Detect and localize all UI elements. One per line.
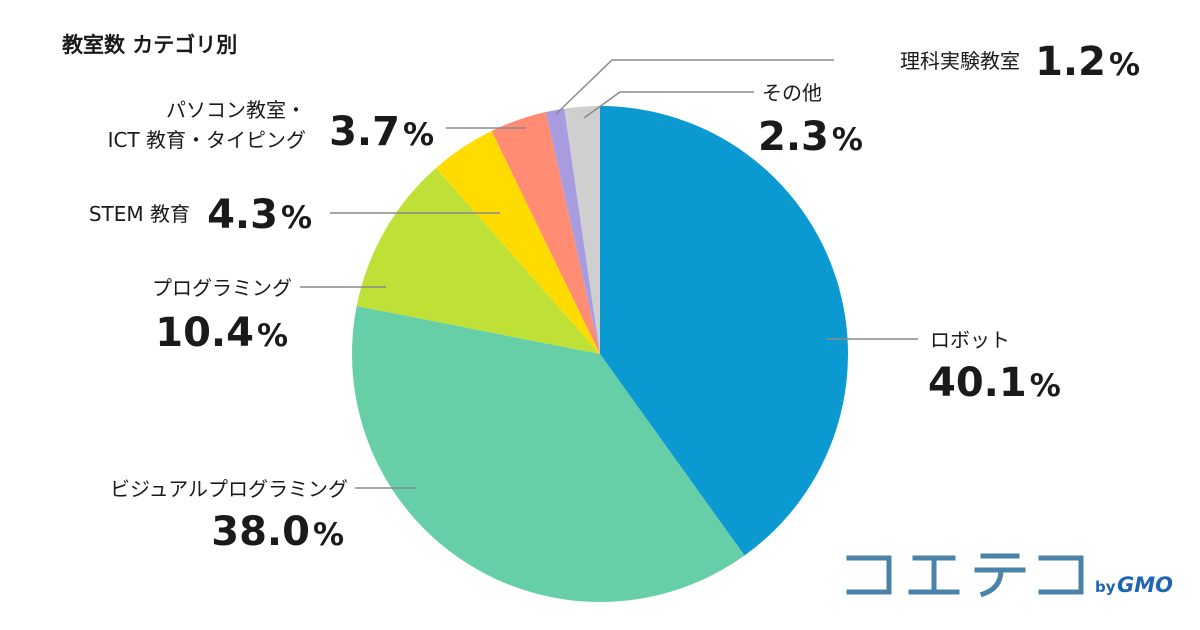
slice-value-5: 1.2% [1035, 39, 1140, 85]
slice-value-0: 40.1% [928, 360, 1061, 406]
pie-slices [351, 106, 849, 603]
pie-slice-0 [600, 106, 849, 556]
slice-value-unit-6: % [832, 122, 863, 158]
slice-value-number-2: 10.4 [155, 310, 254, 356]
pie-slice-3 [435, 130, 600, 354]
slice-value-number-4: 3.7 [329, 109, 400, 155]
slice-label-2: プログラミング [152, 276, 292, 300]
slice-value-unit-5: % [1109, 47, 1140, 83]
slice-value-unit-3: % [281, 200, 312, 236]
logo-by-text: by [1095, 578, 1116, 596]
pie-slice-4 [491, 111, 600, 354]
slice-value-number-6: 2.3 [758, 114, 829, 160]
slice-value-6: 2.3% [758, 114, 863, 160]
slice-label-0: ロボット [930, 328, 1010, 352]
leader-line-6 [583, 91, 754, 119]
slice-labels: ロボット 40.1% ビジュアルプログラミング 38.0% プログラミング 10.4% ST… [89, 39, 1140, 555]
slice-value-unit-2: % [257, 318, 288, 354]
slice-label-4-line-1: ICT 教育・タイピング [108, 128, 306, 152]
logo-wordmark-icon [846, 553, 1084, 598]
pie-slice-6 [564, 106, 600, 354]
slice-value-unit-1: % [313, 517, 344, 553]
chart-title: 教室数 カテゴリ別 [62, 33, 237, 57]
slice-value-unit-0: % [1030, 368, 1061, 404]
slice-label-3: STEM 教育 [89, 202, 190, 226]
slice-value-3: 4.3% [207, 192, 312, 238]
pie-slice-1 [351, 306, 745, 603]
kotekoe-logo: by GMO [846, 553, 1173, 598]
slice-value-1: 38.0% [211, 509, 344, 555]
slice-label-4-line-0: パソコン教室・ [166, 98, 306, 122]
slice-value-number-1: 38.0 [211, 509, 310, 555]
slice-value-2: 10.4% [155, 310, 288, 356]
pie-slice-2 [356, 167, 600, 354]
slice-value-number-5: 1.2 [1035, 39, 1106, 85]
pie-slice-5 [545, 108, 600, 354]
slice-value-4: 3.7% [329, 109, 434, 155]
slice-label-5: 理科実験教室 [900, 49, 1020, 73]
leader-lines [300, 59, 918, 489]
slice-value-unit-4: % [403, 117, 434, 153]
leader-line-5 [555, 59, 834, 115]
slice-label-1: ビジュアルプログラミング [110, 477, 348, 501]
logo-gmo-text: GMO [1117, 573, 1173, 597]
slice-value-number-0: 40.1 [928, 360, 1027, 406]
slice-label-6: その他 [762, 81, 822, 105]
slice-value-number-3: 4.3 [207, 192, 278, 238]
